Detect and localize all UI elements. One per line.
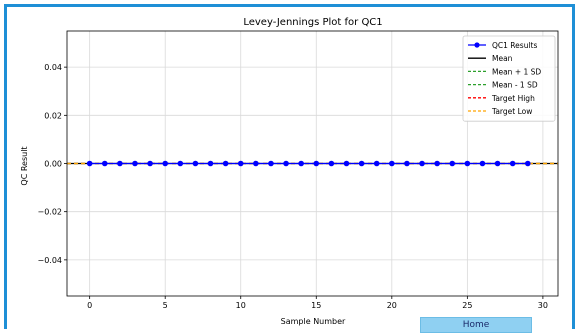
data-point xyxy=(373,160,380,167)
data-point xyxy=(86,160,93,167)
chart-title: Levey-Jennings Plot for QC1 xyxy=(243,17,382,28)
data-point xyxy=(434,160,440,167)
legend-label: Mean xyxy=(492,54,513,63)
data-point xyxy=(343,160,350,167)
data-point xyxy=(147,160,153,167)
x-tick-label: 15 xyxy=(311,301,321,310)
legend-label: Mean + 1 SD xyxy=(492,67,541,76)
legend-marker xyxy=(474,42,480,48)
data-point xyxy=(419,160,425,167)
data-point xyxy=(494,160,501,167)
data-point xyxy=(101,160,108,167)
data-point xyxy=(253,160,259,167)
data-point xyxy=(237,160,244,167)
data-point xyxy=(283,160,289,167)
legend-label: Mean - 1 SD xyxy=(492,81,538,90)
data-point xyxy=(524,160,531,167)
x-tick-label: 0 xyxy=(87,301,92,310)
data-point xyxy=(222,160,229,167)
home-button[interactable]: Home xyxy=(420,317,532,333)
data-point xyxy=(207,160,214,167)
data-point xyxy=(162,160,168,167)
data-point xyxy=(328,160,335,167)
x-tick-label: 25 xyxy=(462,301,472,310)
data-point xyxy=(449,160,456,167)
x-tick-label: 20 xyxy=(387,301,397,310)
data-point xyxy=(132,160,138,167)
y-axis-ticks: −0.04 −0.02 0.00 0.02 0.04 xyxy=(37,63,67,265)
x-tick-label: 5 xyxy=(163,301,168,310)
data-series xyxy=(86,160,531,167)
x-axis-label: Sample Number xyxy=(281,317,346,326)
data-point xyxy=(313,160,320,167)
data-point xyxy=(358,160,365,167)
data-point xyxy=(509,160,516,167)
data-point xyxy=(479,160,486,167)
y-tick-label: −0.04 xyxy=(37,256,62,265)
legend: QC1 Results Mean Mean + 1 SD Mean - 1 SD Tar… xyxy=(462,35,556,122)
data-point xyxy=(404,160,410,167)
y-tick-label: −0.02 xyxy=(37,208,62,217)
legend-label: Target Low xyxy=(491,107,532,116)
x-tick-label: 10 xyxy=(236,301,246,310)
data-point xyxy=(117,160,123,167)
data-point xyxy=(192,160,199,167)
y-tick-label: 0.00 xyxy=(44,160,62,169)
legend-label: Target High xyxy=(491,94,535,103)
y-tick-label: 0.04 xyxy=(44,63,62,72)
data-point xyxy=(268,160,274,167)
data-point xyxy=(298,160,304,167)
legend-label: QC1 Results xyxy=(492,41,537,50)
data-point xyxy=(177,160,184,167)
legend-box xyxy=(462,35,556,122)
x-tick-label: 30 xyxy=(538,301,548,310)
x-axis-ticks: 0 5 10 15 20 25 30 xyxy=(87,296,548,310)
y-tick-label: 0.02 xyxy=(44,111,62,120)
data-point xyxy=(464,160,471,167)
data-point xyxy=(389,160,395,167)
y-axis-label: QC Result xyxy=(20,146,29,185)
